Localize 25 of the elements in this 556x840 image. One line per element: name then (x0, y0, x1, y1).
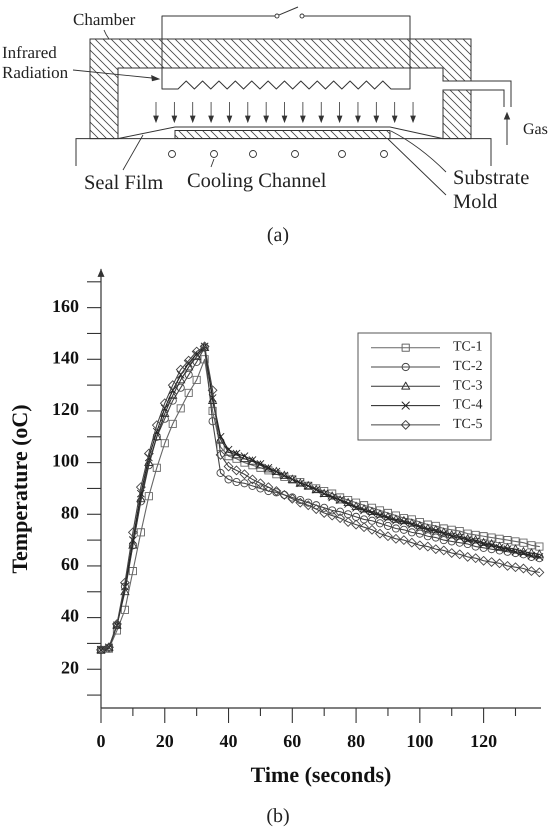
y-tick-label: 100 (52, 450, 79, 471)
x-tick-label: 40 (220, 731, 238, 752)
x-tick-label: 120 (470, 731, 498, 752)
y-tick-label: 60 (61, 554, 79, 574)
x-tick-label: 100 (406, 731, 434, 752)
apparatus-diagram: Chamber Infrared Radiation Gas Seal Film Cooling Channel Substrate Mold (2, 6, 548, 213)
legend-label: TC-1 (453, 340, 483, 355)
legend-label: TC-3 (453, 378, 483, 394)
legend-label: TC-5 (453, 417, 483, 432)
y-tick-label: 140 (52, 347, 79, 368)
y-tick-label: 20 (61, 657, 79, 678)
text: (b) (266, 804, 290, 827)
text: (a) (266, 224, 290, 246)
y-tick-label: 80 (61, 502, 79, 522)
y-tick-label: 40 (61, 606, 79, 626)
x-tick-label: 20 (156, 731, 174, 752)
legend-label: TC-2 (453, 359, 483, 374)
legend-label: TC-4 (453, 398, 483, 413)
x-tick-label: 80 (347, 731, 366, 752)
y-axis-title: Temperature (oC) (7, 404, 32, 574)
x-tick-label: 60 (283, 731, 302, 752)
y-tick-label: 120 (52, 399, 79, 420)
x-axis-title: Time (seconds) (250, 762, 392, 788)
x-tick-label: 0 (96, 731, 106, 752)
y-tick-label: 160 (52, 296, 79, 316)
